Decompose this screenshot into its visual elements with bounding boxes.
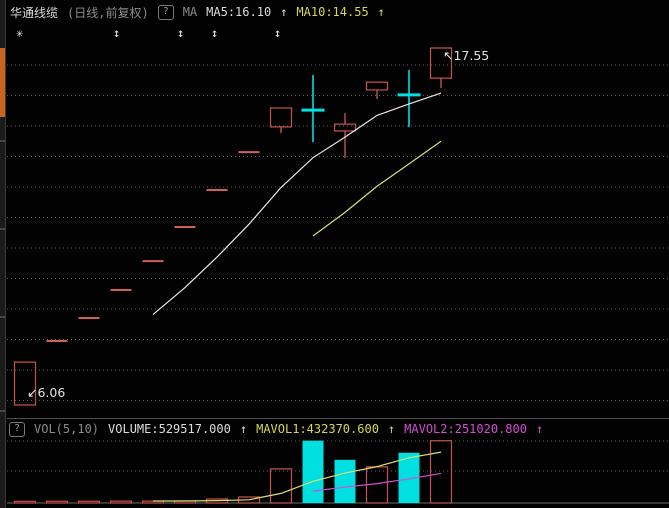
volume-help-icon[interactable]: ? bbox=[9, 421, 25, 437]
candle-body bbox=[333, 123, 357, 132]
volume-bar bbox=[109, 500, 133, 504]
updown-marker-icon[interactable]: ↕ bbox=[113, 26, 121, 40]
high-price-label: ↖17.55 bbox=[443, 48, 489, 63]
mavol1-line bbox=[153, 451, 442, 502]
star-marker-icon[interactable]: ✳ bbox=[16, 26, 24, 40]
scrollbar-tick bbox=[0, 140, 5, 142]
mavol1-value: MAVOL1:432370.600 bbox=[256, 422, 379, 436]
updown-marker-icon[interactable]: ↕ bbox=[177, 26, 185, 40]
scrollbar-thumb[interactable] bbox=[0, 48, 5, 117]
volume-bar bbox=[334, 459, 356, 503]
volume-header: ? VOL(5,10) VOLUME:529517.000 ↑ MAVOL1:4… bbox=[9, 421, 543, 437]
updown-marker-icon[interactable]: ↕ bbox=[211, 26, 219, 40]
ma5-line bbox=[152, 92, 442, 316]
mavol1-up-arrow-icon: ↑ bbox=[387, 422, 396, 436]
candle-body bbox=[269, 107, 293, 128]
volume-bar bbox=[45, 500, 69, 504]
candle-body bbox=[429, 47, 453, 79]
ma10-up-arrow-icon: ↑ bbox=[377, 5, 385, 19]
ma-indicator-label: MA bbox=[182, 5, 198, 19]
mavol2-line bbox=[312, 472, 442, 492]
volume-bar bbox=[13, 500, 37, 504]
ma10-line bbox=[312, 140, 442, 237]
volume-bar bbox=[77, 500, 101, 504]
mavol2-up-arrow-icon: ↑ bbox=[535, 422, 544, 436]
left-scrollbar[interactable] bbox=[0, 0, 6, 508]
mavol2-value: MAVOL2:251020.800 bbox=[404, 422, 527, 436]
volume-value: VOLUME:529517.000 bbox=[108, 422, 231, 436]
updown-marker-icon[interactable]: ↕ bbox=[274, 26, 282, 40]
volume-bar bbox=[398, 452, 420, 503]
scrollbar-tick bbox=[0, 410, 5, 412]
volume-bar bbox=[302, 440, 324, 503]
candle-body bbox=[13, 361, 37, 406]
volume-bar bbox=[269, 468, 293, 504]
volume-bar bbox=[429, 440, 453, 504]
ma5-up-arrow-icon: ↑ bbox=[280, 5, 288, 19]
candle-body bbox=[365, 81, 389, 91]
vol-indicator-label: VOL(5,10) bbox=[34, 422, 100, 436]
scrollbar-tick bbox=[0, 316, 5, 318]
stock-name: 华通线缆 bbox=[10, 5, 59, 20]
ma10-value: MA10:14.55 bbox=[296, 5, 369, 19]
help-icon[interactable]: ? bbox=[157, 4, 174, 20]
volume-up-arrow-icon: ↑ bbox=[239, 422, 248, 436]
chart-header: 华通线缆 (日线,前复权) ? MA MA5:16.10 ↑ MA10:14.5… bbox=[10, 4, 385, 20]
low-price-label: ↙6.06 bbox=[27, 385, 65, 400]
scrollbar-tick bbox=[0, 228, 5, 230]
ma5-value: MA5:16.10 bbox=[206, 5, 272, 19]
period-label: (日线,前复权) bbox=[67, 5, 149, 20]
